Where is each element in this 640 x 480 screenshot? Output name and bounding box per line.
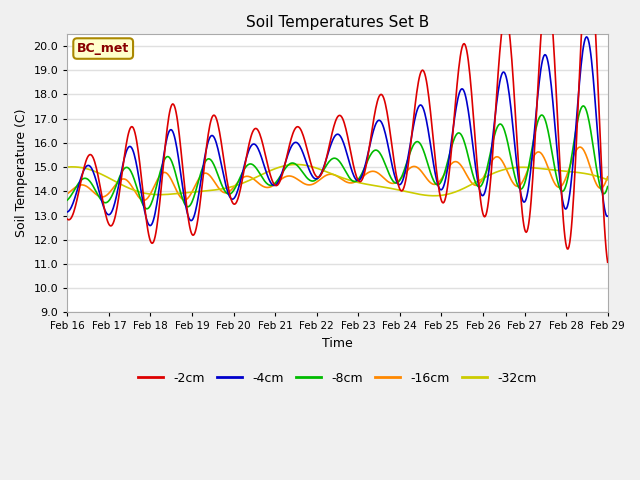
Text: BC_met: BC_met bbox=[77, 42, 129, 55]
X-axis label: Time: Time bbox=[322, 337, 353, 350]
Legend: -2cm, -4cm, -8cm, -16cm, -32cm: -2cm, -4cm, -8cm, -16cm, -32cm bbox=[133, 367, 541, 390]
Y-axis label: Soil Temperature (C): Soil Temperature (C) bbox=[15, 109, 28, 238]
Title: Soil Temperatures Set B: Soil Temperatures Set B bbox=[246, 15, 429, 30]
